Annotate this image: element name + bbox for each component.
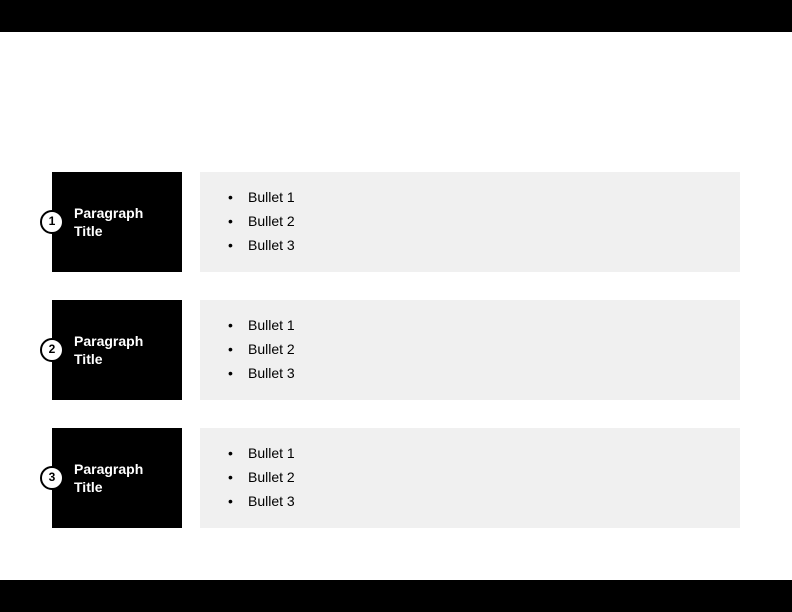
number-badge: 1 <box>40 210 64 234</box>
paragraph-row: 3 Paragraph Title Bullet 1 Bullet 2 Bull… <box>52 428 740 528</box>
number-badge: 2 <box>40 338 64 362</box>
bullet-list: Bullet 1 Bullet 2 Bullet 3 <box>222 186 718 257</box>
bullet-list: Bullet 1 Bullet 2 Bullet 3 <box>222 442 718 513</box>
bullet-item: Bullet 2 <box>222 210 718 234</box>
bullet-item: Bullet 2 <box>222 338 718 362</box>
bullet-item: Bullet 3 <box>222 234 718 258</box>
paragraph-title-box: 3 Paragraph Title <box>52 428 182 528</box>
bullet-item: Bullet 1 <box>222 186 718 210</box>
paragraph-title: Paragraph Title <box>74 460 166 496</box>
paragraph-title-box: 1 Paragraph Title <box>52 172 182 272</box>
bullet-item: Bullet 1 <box>222 442 718 466</box>
number-badge: 3 <box>40 466 64 490</box>
paragraph-title: Paragraph Title <box>74 332 166 368</box>
bullet-item: Bullet 3 <box>222 490 718 514</box>
bullet-item: Bullet 2 <box>222 466 718 490</box>
bullets-box: Bullet 1 Bullet 2 Bullet 3 <box>200 428 740 528</box>
bottom-bar <box>0 580 792 612</box>
paragraph-title: Paragraph Title <box>74 204 166 240</box>
badge-number: 3 <box>49 470 56 486</box>
bullets-box: Bullet 1 Bullet 2 Bullet 3 <box>200 300 740 400</box>
bullet-item: Bullet 3 <box>222 362 718 386</box>
paragraph-row: 2 Paragraph Title Bullet 1 Bullet 2 Bull… <box>52 300 740 400</box>
content-area: 1 Paragraph Title Bullet 1 Bullet 2 Bull… <box>0 32 792 612</box>
top-bar <box>0 0 792 32</box>
badge-number: 1 <box>49 214 56 230</box>
bullets-box: Bullet 1 Bullet 2 Bullet 3 <box>200 172 740 272</box>
paragraph-row: 1 Paragraph Title Bullet 1 Bullet 2 Bull… <box>52 172 740 272</box>
bullet-list: Bullet 1 Bullet 2 Bullet 3 <box>222 314 718 385</box>
slide-page: 1 Paragraph Title Bullet 1 Bullet 2 Bull… <box>0 0 792 612</box>
badge-number: 2 <box>49 342 56 358</box>
paragraph-title-box: 2 Paragraph Title <box>52 300 182 400</box>
bullet-item: Bullet 1 <box>222 314 718 338</box>
